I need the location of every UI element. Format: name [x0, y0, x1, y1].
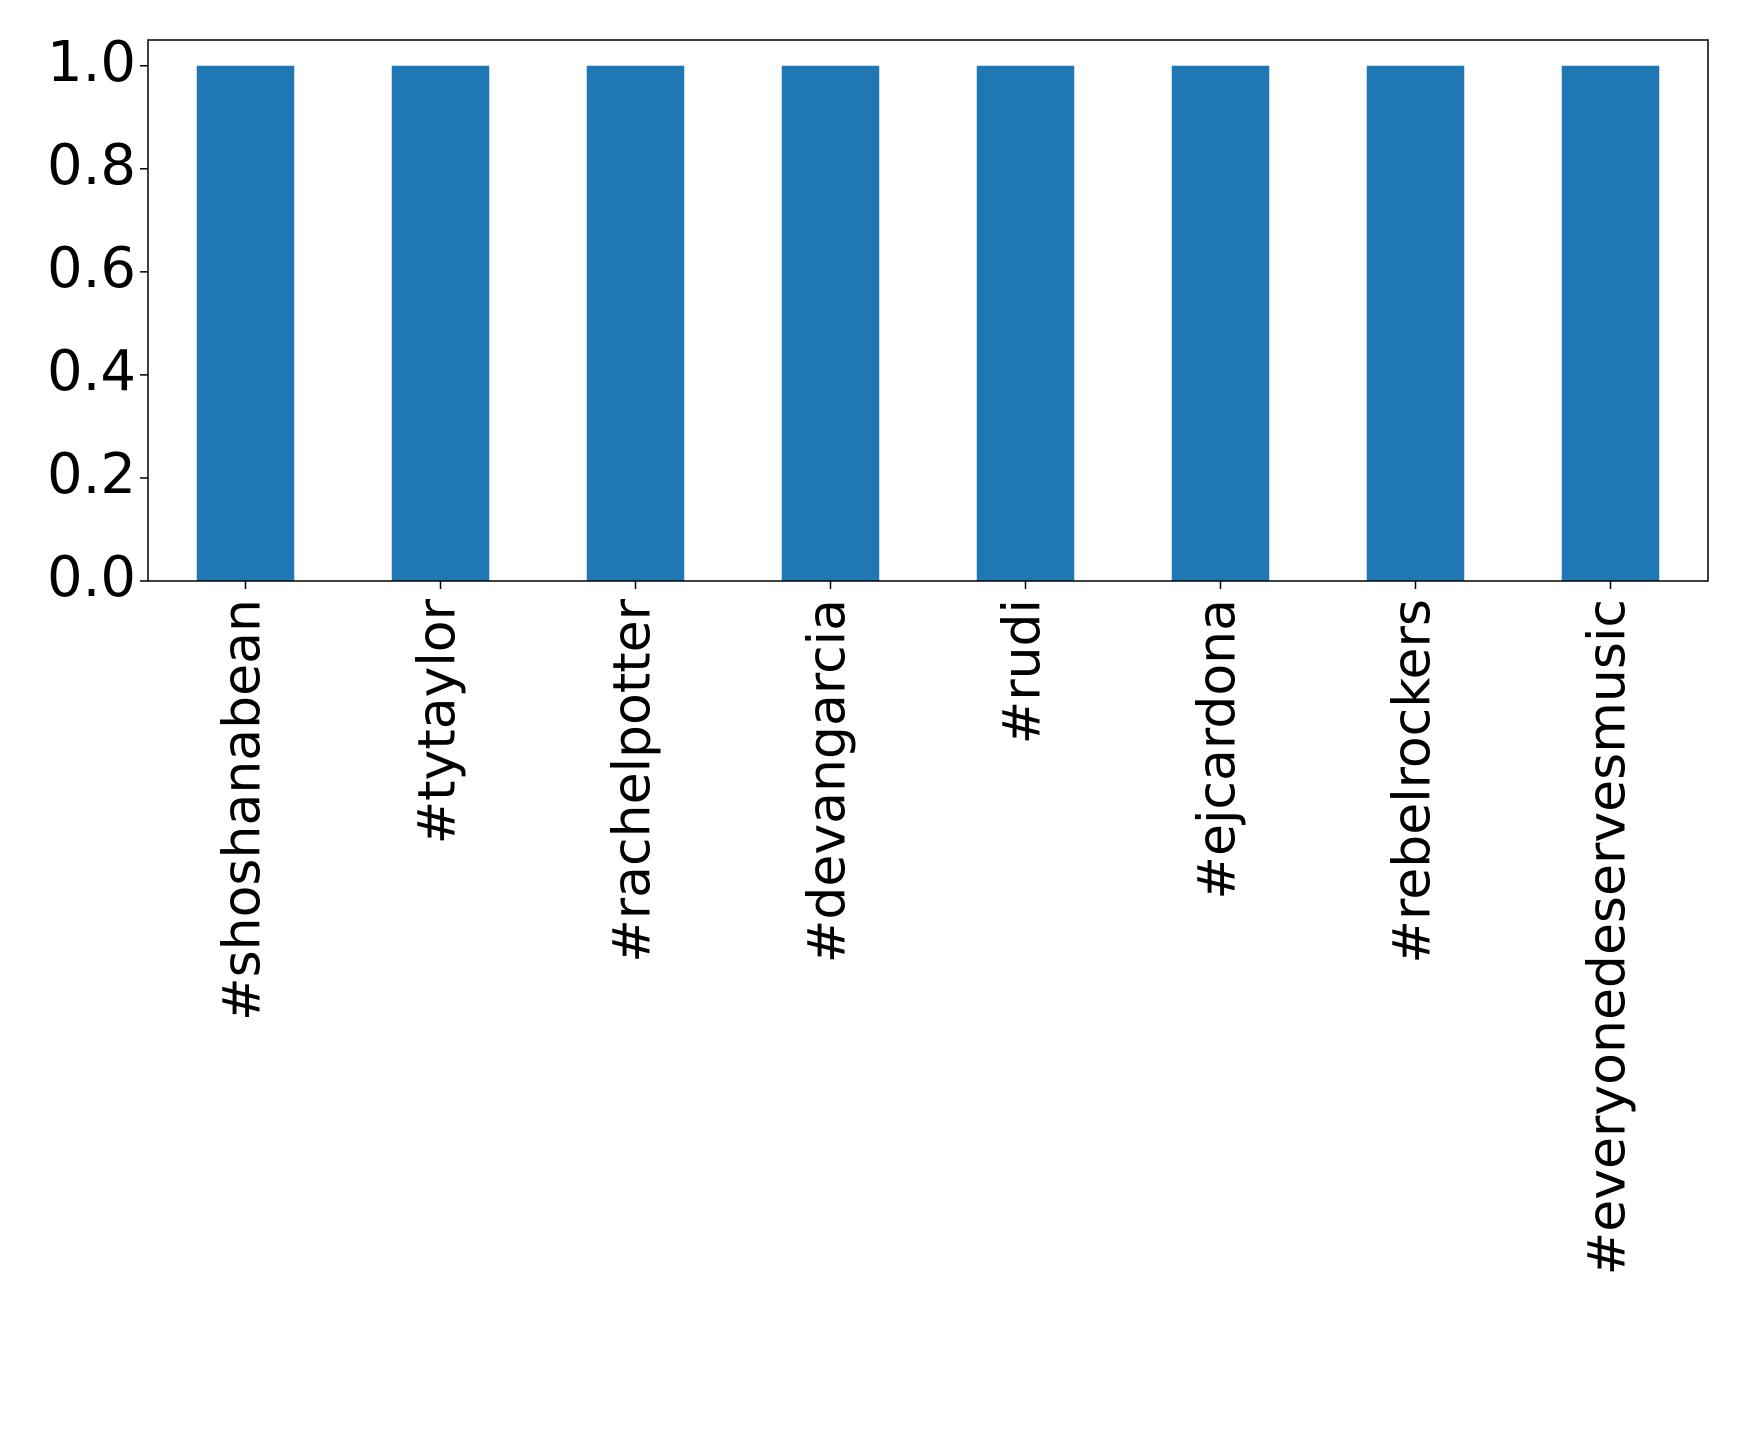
plot-frame — [147, 39, 1709, 582]
y-tick-label: 0.6 — [47, 236, 136, 301]
bar — [1366, 65, 1465, 581]
x-tick-label: #rebelrockers — [1383, 599, 1443, 964]
bar — [391, 65, 490, 581]
bar — [586, 65, 685, 581]
y-tick-label: 0.4 — [47, 339, 136, 404]
bar — [1171, 65, 1270, 581]
x-tick-label: #rudi — [993, 599, 1053, 744]
y-tick-label: 0.2 — [47, 442, 136, 507]
bar — [781, 65, 880, 581]
x-tick-label: #shoshanabean — [213, 599, 273, 1021]
x-tick-label: #rachelpotter — [603, 598, 663, 962]
x-tick-label: #ejcardona — [1188, 599, 1248, 900]
y-tick-label: 1.0 — [47, 30, 136, 95]
x-tick-label: #devangarcia — [798, 599, 858, 963]
y-tick-label: 0.0 — [47, 545, 136, 610]
x-tick-label: #everyonedeservesmusic — [1578, 599, 1638, 1275]
bar — [1561, 65, 1660, 581]
bar — [196, 65, 295, 581]
x-tick-label: #tytaylor — [408, 598, 468, 844]
bar — [976, 65, 1075, 581]
y-tick-label: 0.8 — [47, 133, 136, 198]
